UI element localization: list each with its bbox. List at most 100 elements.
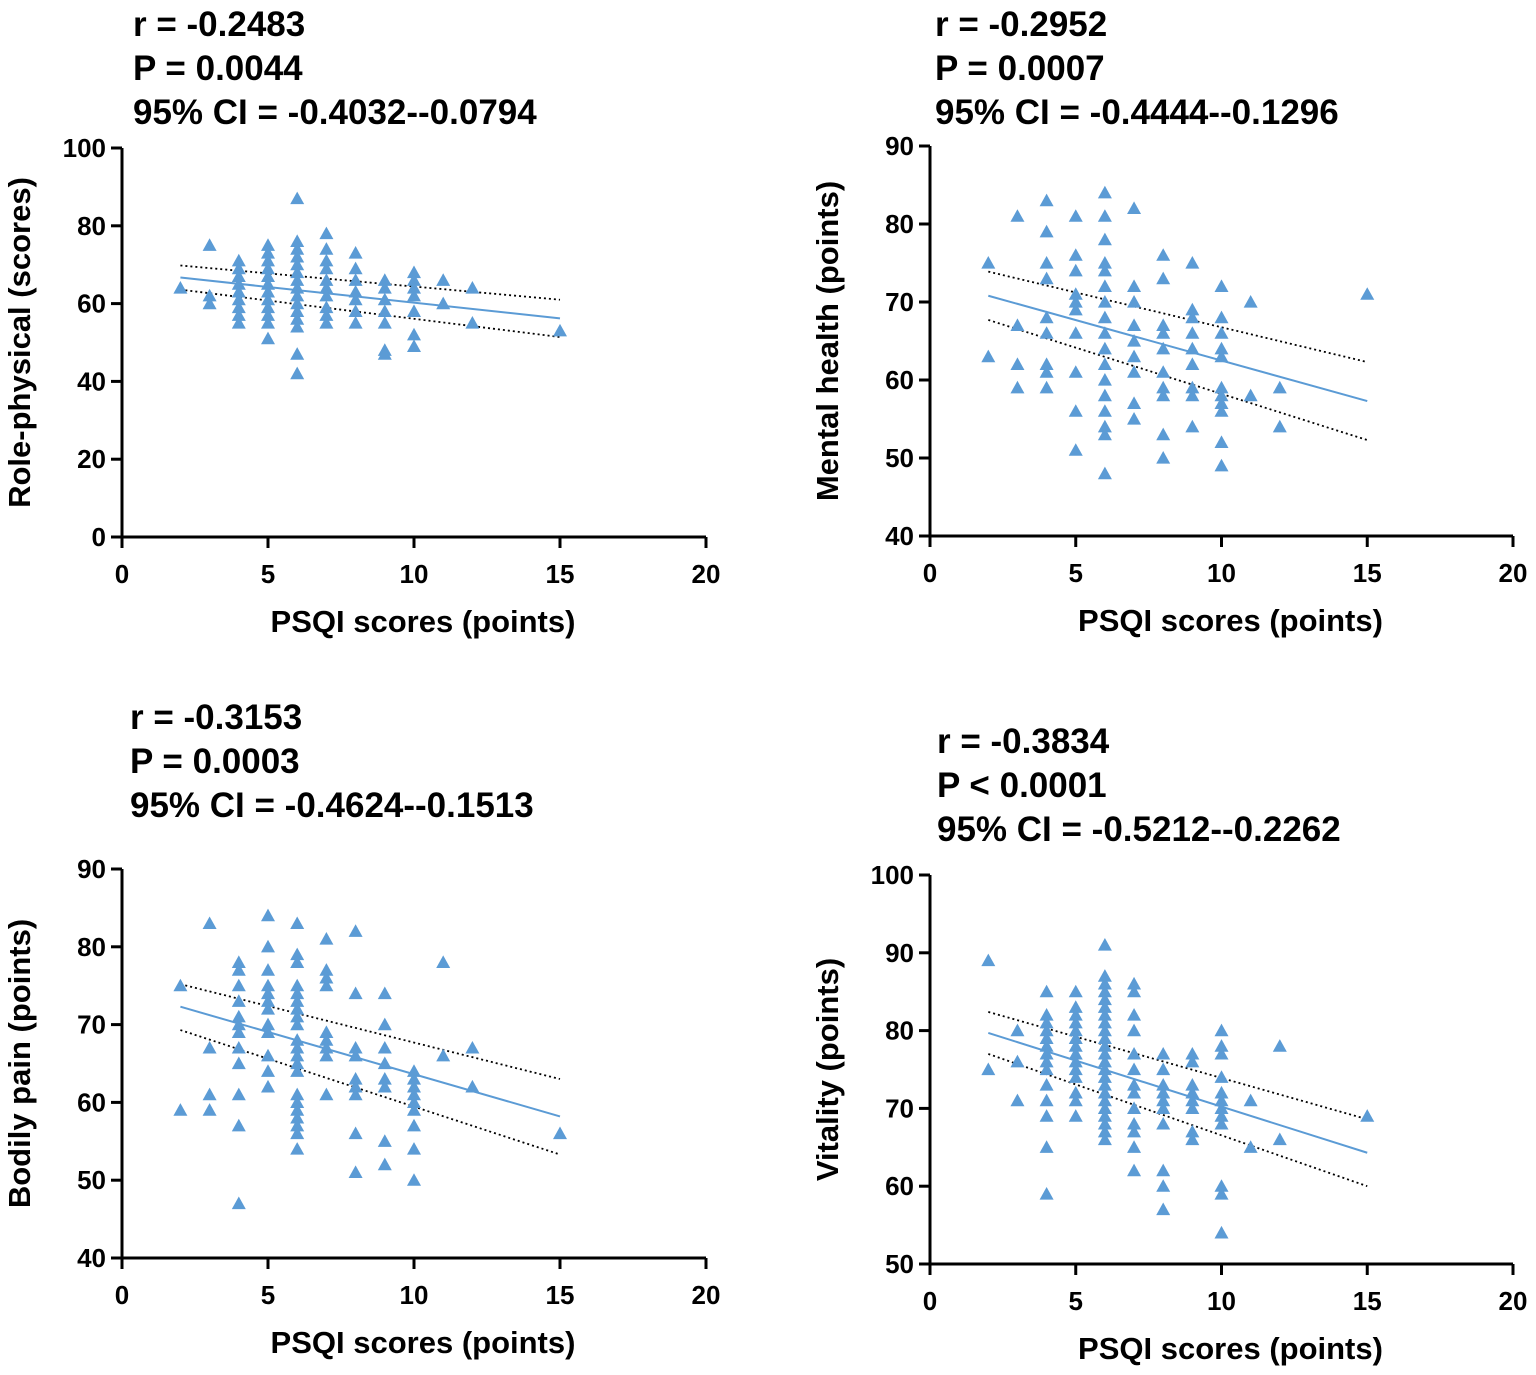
data-point: [1097, 938, 1112, 951]
data-point: [231, 253, 246, 267]
data-point: [231, 1118, 246, 1132]
y-tick-label: 70: [885, 287, 914, 317]
data-point: [1068, 1031, 1083, 1044]
x-tick-label: 15: [1353, 558, 1382, 588]
data-point: [348, 986, 363, 1000]
data-point: [290, 1048, 305, 1062]
data-point: [261, 316, 275, 329]
data-point: [290, 1095, 305, 1108]
data-point: [407, 1064, 421, 1077]
data-point: [1185, 326, 1200, 339]
data-point: [1097, 295, 1112, 308]
data-point: [1127, 1116, 1142, 1130]
data-point: [231, 284, 246, 298]
data-point: [1039, 1186, 1054, 1200]
data-point: [173, 1103, 188, 1116]
data-point: [553, 1126, 567, 1140]
data-point: [231, 1025, 246, 1038]
data-point: [1039, 380, 1054, 394]
data-point: [1097, 209, 1112, 222]
data-point: [1068, 1062, 1083, 1076]
data-point: [1097, 310, 1112, 324]
data-point: [348, 284, 363, 298]
data-point: [1127, 318, 1142, 331]
data-point: [1097, 1078, 1112, 1091]
data-point: [1214, 1023, 1229, 1037]
data-point: [231, 1009, 246, 1023]
x-tick-label: 20: [1499, 1286, 1528, 1316]
data-point: [1156, 271, 1171, 285]
x-tick-label: 5: [261, 1280, 275, 1310]
data-point: [377, 273, 392, 286]
data-point: [348, 1087, 363, 1101]
stat-ci: 95% CI = -0.5212--0.2262: [937, 810, 1341, 849]
data-point: [202, 1087, 217, 1101]
data-point: [348, 292, 363, 306]
data-point: [1010, 1054, 1025, 1068]
data-point: [261, 284, 275, 298]
data-point: [1156, 451, 1171, 464]
regression-line: [180, 276, 561, 320]
y-tick-label: 60: [77, 289, 106, 319]
data-point: [1097, 279, 1112, 292]
data-point: [1068, 295, 1083, 308]
data-point: [231, 269, 246, 282]
data-point: [1185, 1078, 1200, 1091]
data-point: [1068, 1093, 1083, 1107]
data-point: [1068, 1070, 1083, 1083]
data-point: [1039, 1093, 1054, 1107]
data-point: [1010, 357, 1025, 370]
data-point: [407, 327, 421, 341]
ci-lower-line: [988, 1053, 1368, 1188]
data-point: [261, 238, 275, 251]
data-point: [319, 300, 334, 314]
data-point: [231, 292, 246, 306]
data-point: [261, 978, 275, 992]
ci-upper-line: [988, 1011, 1368, 1121]
data-point: [1156, 1078, 1171, 1091]
data-point: [1068, 1109, 1083, 1122]
data-point: [1068, 1046, 1083, 1060]
data-point: [1010, 1093, 1025, 1107]
data-point: [1068, 1039, 1083, 1052]
data-point: [1185, 1085, 1200, 1099]
data-point: [319, 1040, 334, 1054]
data-point: [1156, 1085, 1171, 1099]
data-point: [202, 916, 217, 930]
data-point: [1214, 279, 1229, 292]
data-point: [290, 1126, 305, 1140]
ci-lower-line: [988, 319, 1368, 441]
data-point: [377, 292, 392, 306]
data-point: [290, 916, 305, 930]
y-axis-title: Vitality (points): [810, 958, 845, 1181]
data-point: [1214, 396, 1229, 409]
data-point: [1097, 256, 1112, 269]
data-point: [231, 277, 246, 290]
data-point: [1097, 419, 1112, 433]
data-point: [1185, 302, 1200, 316]
data-point: [1127, 1008, 1142, 1021]
x-axis-title: PSQI scores (points): [1078, 603, 1383, 638]
data-point: [261, 300, 275, 314]
data-point: [231, 1196, 246, 1210]
data-point: [231, 316, 246, 329]
data-point: [1185, 1046, 1200, 1060]
data-point: [261, 939, 275, 953]
ci-lower-line: [180, 288, 561, 338]
data-point: [290, 1002, 305, 1015]
data-point: [1214, 458, 1229, 472]
data-point: [1214, 1070, 1229, 1083]
y-tick-label: 90: [885, 131, 914, 161]
x-tick-label: 0: [923, 1286, 937, 1316]
data-point: [319, 963, 334, 976]
data-point: [1097, 1062, 1112, 1076]
data-point: [1068, 263, 1083, 277]
y-tick-label: 20: [77, 444, 106, 474]
data-point: [1185, 357, 1200, 370]
data-point: [1097, 232, 1112, 246]
data-point: [1185, 1132, 1200, 1146]
data-point: [319, 261, 334, 275]
data-point: [1068, 326, 1083, 339]
